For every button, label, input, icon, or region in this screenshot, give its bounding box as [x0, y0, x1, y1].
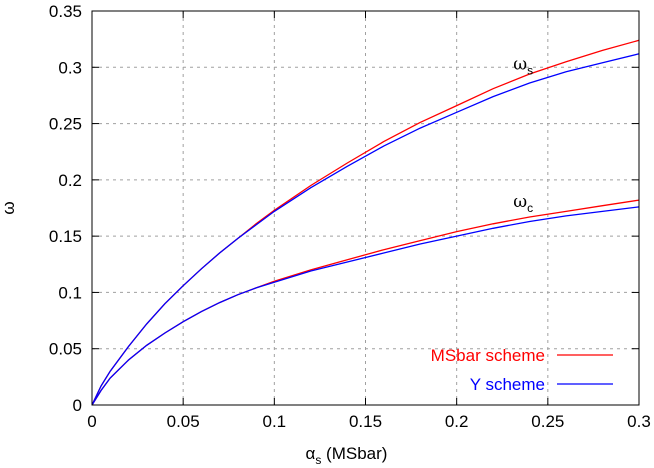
x-axis-label-symbol: α	[306, 444, 316, 463]
y-tick-label: 0.35	[49, 2, 82, 21]
x-tick-label: 0.1	[263, 412, 287, 431]
y-tick-label: 0.25	[49, 115, 82, 134]
y-tick-label: 0.1	[58, 283, 82, 302]
annotation-subscript: s	[527, 64, 533, 78]
x-tick-label: 0.05	[167, 412, 200, 431]
y-tick-label: 0.2	[58, 171, 82, 190]
y-tick-label: 0.3	[58, 58, 82, 77]
legend: MSbar scheme Y scheme	[431, 346, 613, 394]
omega-c-y-scheme-line	[91, 206, 640, 406]
legend-label: MSbar scheme	[431, 346, 545, 365]
y-tick-label: 0.05	[49, 340, 82, 359]
y-axis-label: ω	[0, 201, 18, 214]
y-tick-label: 0.15	[49, 227, 82, 246]
annotation-symbol: ω	[513, 192, 527, 212]
y-tick-label: 0	[73, 396, 82, 415]
grid	[92, 11, 639, 405]
curves	[91, 39, 640, 406]
curve-annotation: ωs	[513, 55, 533, 78]
x-tick-label: 0	[87, 412, 96, 431]
ticks: 0 0.05 0.1 0.15 0.2 0.25 0.3 0 0.05 0.1 0.15 0.2 0.2…	[49, 2, 651, 431]
x-axis-label-subscript: s	[315, 453, 321, 467]
annotation-symbol: ω	[513, 55, 527, 75]
x-tick-label: 0.3	[627, 412, 651, 431]
x-tick-label: 0.15	[349, 412, 382, 431]
curve-annotation: ωc	[513, 192, 533, 215]
x-tick-label: 0.25	[531, 412, 564, 431]
legend-label: Y scheme	[470, 375, 545, 394]
x-axis-label-rest: (MSbar)	[321, 444, 387, 463]
annotation-subscript: c	[527, 201, 533, 215]
x-axis-label: αs (MSbar)	[306, 444, 388, 467]
x-tick-label: 0.2	[445, 412, 469, 431]
omega-s-y-scheme-line	[91, 53, 640, 406]
